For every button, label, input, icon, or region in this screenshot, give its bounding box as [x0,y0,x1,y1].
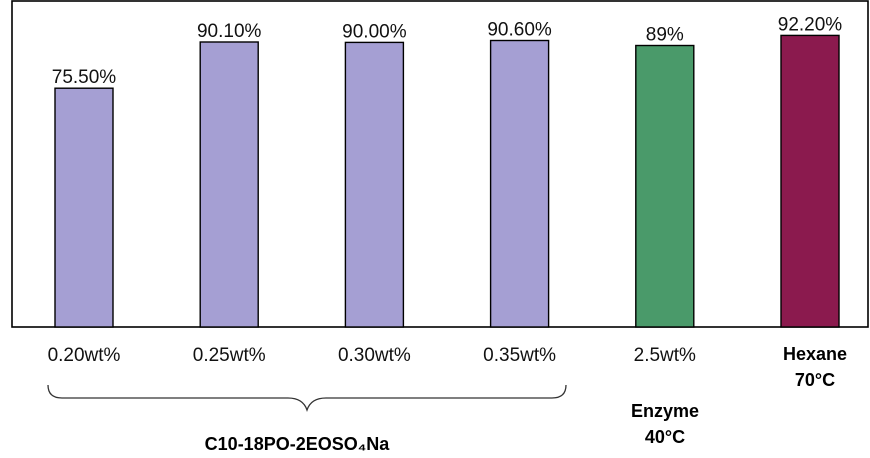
bar-4 [489,39,550,328]
bar-1 [54,87,114,328]
category-label-2: 0.25wt% [193,345,266,366]
value-label-2: 90.10% [197,21,262,42]
group-brace [47,384,567,413]
value-label-5: 89% [646,25,684,46]
plot-frame [11,0,869,328]
bar-6 [780,34,840,328]
group-label: C10-18PO-2EOSO₄Na [205,434,391,454]
bar-5 [635,44,695,328]
category-label-6-line-1: Hexane [783,344,847,364]
value-label-3: 90.00% [342,21,407,42]
category-label-1: 0.20wt% [48,345,121,366]
value-label-1: 75.50% [52,67,117,88]
value-label-4: 90.60% [487,20,552,41]
enzyme-label-line-1: Enzyme [631,401,699,421]
category-label-5: 2.5wt% [634,345,696,366]
bar-3 [344,41,405,328]
value-labels-group: 75.50% 90.10% 90.00% 90.60% 89% 92.20% [52,14,843,88]
bars-group [54,34,840,328]
category-labels-group: 0.20wt% 0.25wt% 0.30wt% 0.35wt% 2.5wt% Hexane… [48,344,847,390]
enzyme-label-line-2: 40°C [645,427,685,447]
category-label-4: 0.35wt% [483,345,556,366]
category-label-3: 0.30wt% [338,345,411,366]
value-label-6: 92.20% [778,14,843,35]
bar-2 [199,41,259,328]
category-label-6-line-2: 70°C [795,370,835,390]
